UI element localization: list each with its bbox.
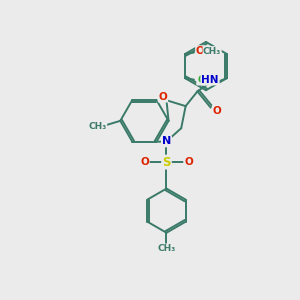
Text: Cl: Cl bbox=[197, 75, 208, 85]
Text: O: O bbox=[196, 46, 205, 56]
Text: O: O bbox=[159, 92, 167, 102]
Text: CH₃: CH₃ bbox=[88, 122, 106, 131]
Text: N: N bbox=[162, 136, 171, 146]
Text: CH₃: CH₃ bbox=[158, 244, 175, 253]
Text: CH₃: CH₃ bbox=[203, 46, 221, 56]
Text: O: O bbox=[213, 106, 221, 116]
Text: HN: HN bbox=[201, 75, 219, 85]
Text: O: O bbox=[184, 157, 193, 167]
Text: S: S bbox=[162, 156, 171, 169]
Text: O: O bbox=[140, 157, 149, 167]
